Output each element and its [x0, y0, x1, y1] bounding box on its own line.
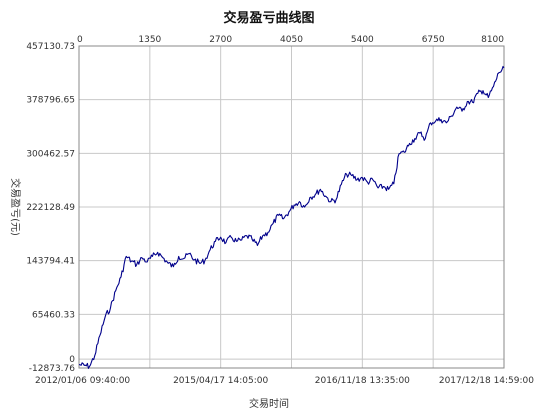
y-tick-label-5: 300462.57	[26, 149, 75, 159]
y-tick-label-7: 457130.73	[26, 42, 75, 52]
y-tick-label-1: 0	[69, 355, 75, 365]
x-bottom-tick-label-3: 2017/12/18 14:59:00	[439, 376, 534, 386]
y-axis-label: 交易盈亏(元)	[9, 178, 22, 236]
chart-title: 交易盈亏曲线图	[223, 10, 314, 26]
x-top-tick-label-3: 4050	[280, 35, 303, 45]
x-top-tick-label-1: 1350	[138, 35, 161, 45]
y-tick-label-0: -12873.76	[29, 364, 75, 374]
x-top-tick-label-2: 2700	[209, 35, 232, 45]
x-top-tick-label-4: 5400	[351, 35, 374, 45]
plot-frame	[78, 45, 505, 369]
y-tick-label-3: 143794.41	[26, 257, 75, 267]
series-line-0	[79, 65, 505, 369]
x-top-tick-label-6: 8100	[481, 35, 504, 45]
series-layer	[79, 65, 505, 369]
x-top-tick-label-5: 6750	[422, 35, 445, 45]
y-tick-label-2: 65460.33	[32, 310, 75, 320]
x-bottom-tick-label-0: 2012/01/06 09:40:00	[35, 376, 130, 386]
y-axis-ticks: -12873.760 65460.33 143794.41 222128.49 3004…	[26, 42, 75, 374]
x-bottom-tick-label-1: 2015/04/17 14:05:00	[173, 376, 268, 386]
x-bottom-tick-label-2: 2016/11/18 13:35:00	[315, 376, 410, 386]
x-top-axis-ticks: 0 1350 2700 4050 5400 6750 8100	[77, 35, 504, 45]
y-tick-label-6: 378796.65	[26, 96, 75, 106]
y-tick-label-4: 222128.49	[26, 203, 75, 213]
x-top-tick-label-0: 0	[77, 35, 83, 45]
x-bottom-axis-ticks: 2012/01/06 09:40:00 2015/04/17 14:05:00 20…	[35, 376, 534, 386]
x-axis-label: 交易时间	[249, 397, 289, 410]
